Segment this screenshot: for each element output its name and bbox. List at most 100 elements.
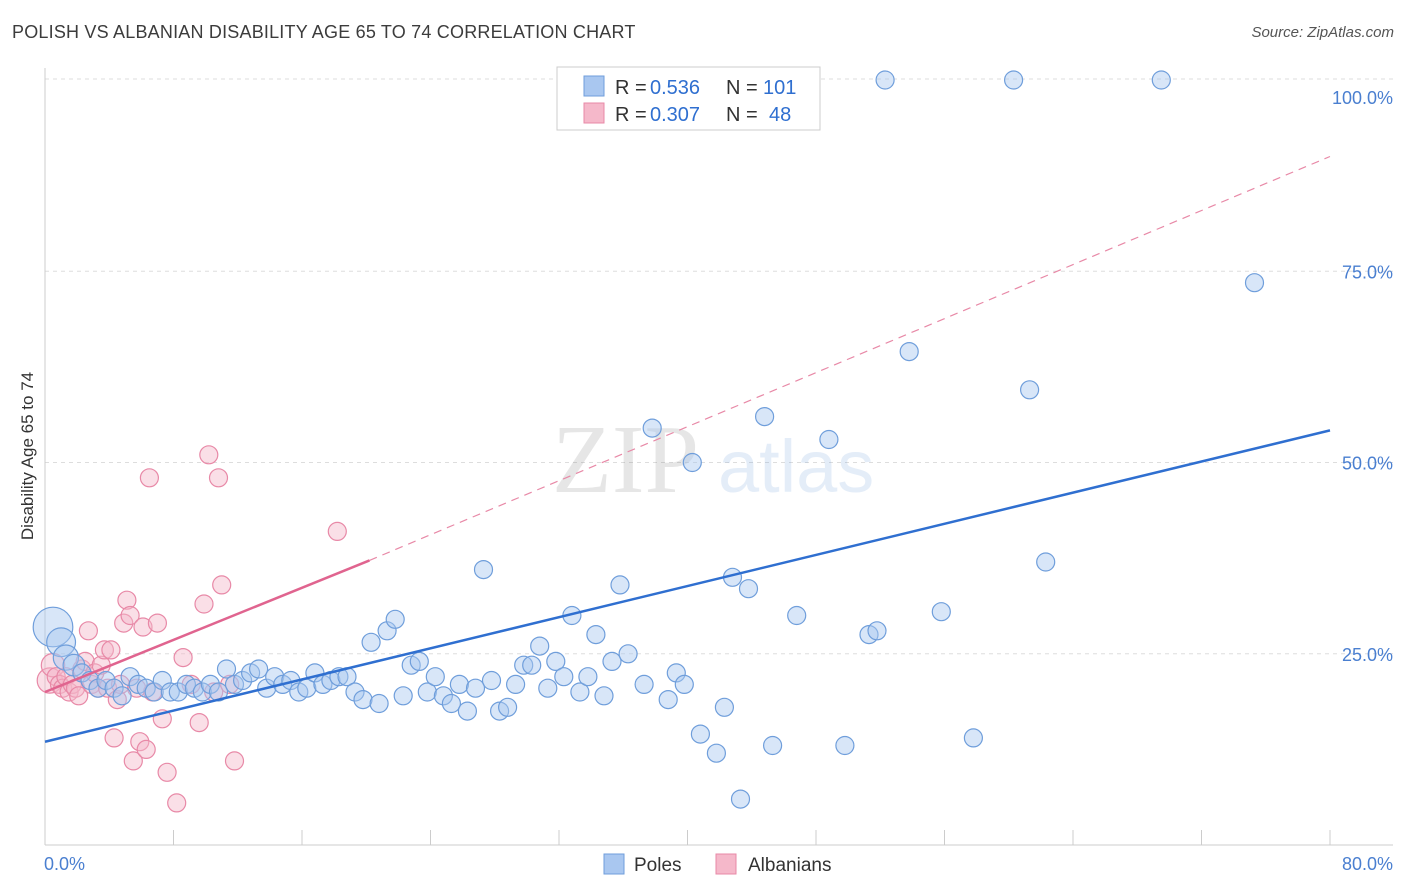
x-tick-labels: 0.0% 80.0% xyxy=(44,854,1393,874)
poles-point xyxy=(963,728,984,748)
bottom-legend-label-albanians: Albanians xyxy=(748,855,831,876)
albanians-point xyxy=(133,617,153,637)
poles-point xyxy=(88,678,108,698)
poles-point xyxy=(200,674,220,695)
poles-point xyxy=(634,674,654,695)
poles-point xyxy=(409,651,429,672)
poles-point xyxy=(417,682,437,702)
poles-point xyxy=(835,735,855,756)
albanians-point xyxy=(147,613,167,633)
poles-point xyxy=(570,682,590,702)
poles-point xyxy=(1019,380,1040,400)
poles-point xyxy=(345,682,365,702)
watermark: ZIP atlas xyxy=(552,406,874,514)
legend-r-label-poles: R = xyxy=(615,77,652,99)
correlation-legend: R = 0.536 N = 101 R = 0.307 N = 48 xyxy=(556,66,821,131)
poles-point xyxy=(754,407,775,427)
albanians-point xyxy=(199,445,219,465)
poles-point xyxy=(449,674,469,695)
poles-point xyxy=(578,667,598,687)
chart-title: POLISH VS ALBANIAN DISABILITY AGE 65 TO … xyxy=(12,22,636,42)
poles-point xyxy=(530,636,550,656)
poles-point xyxy=(1151,70,1171,90)
poles-point xyxy=(481,670,502,691)
series-legend: Poles Albanians xyxy=(603,853,831,876)
poles-point xyxy=(385,609,405,629)
poles-point xyxy=(168,682,188,702)
poles-point xyxy=(160,682,180,702)
poles-point xyxy=(369,693,389,714)
poles-point xyxy=(425,667,445,687)
bottom-legend-label-poles: Poles xyxy=(634,855,682,876)
poles-point xyxy=(666,663,686,683)
svg-text:ZIP: ZIP xyxy=(552,406,699,514)
poles-point xyxy=(738,579,759,599)
svg-text:atlas: atlas xyxy=(718,425,874,508)
series-poles xyxy=(32,70,1265,809)
poles-point xyxy=(931,602,951,622)
y-axis-label: Disability Age 65 to 74 xyxy=(18,372,37,540)
y-tick-label: 100.0% xyxy=(1332,88,1393,108)
poles-point xyxy=(465,678,486,698)
poles-point xyxy=(899,342,919,362)
poles-point xyxy=(96,670,116,691)
poles-point xyxy=(353,689,373,710)
y-tick-label: 50.0% xyxy=(1342,454,1393,474)
poles-point xyxy=(1244,273,1265,293)
poles-point xyxy=(433,686,453,706)
albanians-point xyxy=(139,468,159,488)
albanians-point xyxy=(157,762,177,782)
poles-point xyxy=(457,701,477,721)
albanians-point xyxy=(173,647,193,668)
trendline-albanians-extension xyxy=(369,155,1331,561)
legend-r-value-poles: 0.536 xyxy=(650,77,700,99)
poles-point xyxy=(819,429,839,450)
poles-point xyxy=(498,697,518,717)
poles-point xyxy=(208,682,229,702)
poles-point xyxy=(546,651,566,672)
poles-point xyxy=(46,627,77,658)
x-tick-marks xyxy=(44,830,1331,845)
poles-point xyxy=(787,605,807,626)
y-tick-label: 75.0% xyxy=(1342,262,1393,282)
trendline-poles xyxy=(44,429,1331,743)
chart-source: Source: ZipAtlas.com xyxy=(1251,24,1394,41)
albanians-point xyxy=(101,640,121,660)
albanians-point xyxy=(167,793,187,813)
poles-point xyxy=(658,689,678,710)
legend-n-label-albanians: N = xyxy=(726,104,763,126)
poles-point xyxy=(682,452,702,473)
albanians-point xyxy=(123,751,143,771)
poles-point xyxy=(249,659,269,679)
albanians-point xyxy=(94,640,115,660)
albanians-point xyxy=(69,686,89,706)
poles-point xyxy=(233,670,253,691)
poles-point xyxy=(554,667,574,687)
poles-point xyxy=(152,670,172,691)
albanians-point xyxy=(117,590,137,610)
poles-point xyxy=(762,735,783,756)
poles-point xyxy=(610,575,630,595)
albanians-point xyxy=(212,575,232,595)
poles-point xyxy=(441,693,461,714)
legend-n-value-albanians: 48 xyxy=(769,104,791,126)
legend-swatch-albanians xyxy=(583,102,605,124)
poles-point xyxy=(112,686,132,706)
poles-point xyxy=(875,70,895,90)
albanians-point xyxy=(224,751,245,771)
legend-r-value-albanians: 0.307 xyxy=(650,104,700,126)
trendline-albanians xyxy=(44,559,370,694)
x-tick-label: 80.0% xyxy=(1342,854,1393,874)
poles-point xyxy=(514,655,534,675)
albanians-point xyxy=(327,521,347,542)
poles-point xyxy=(730,789,751,809)
albanians-point xyxy=(120,605,140,626)
poles-point xyxy=(714,697,735,717)
legend-n-label-poles: N = xyxy=(726,77,763,99)
poles-point xyxy=(1003,70,1024,90)
albanians-point xyxy=(194,594,214,614)
poles-point xyxy=(393,686,413,706)
poles-point xyxy=(473,559,494,580)
poles-point xyxy=(192,682,212,702)
